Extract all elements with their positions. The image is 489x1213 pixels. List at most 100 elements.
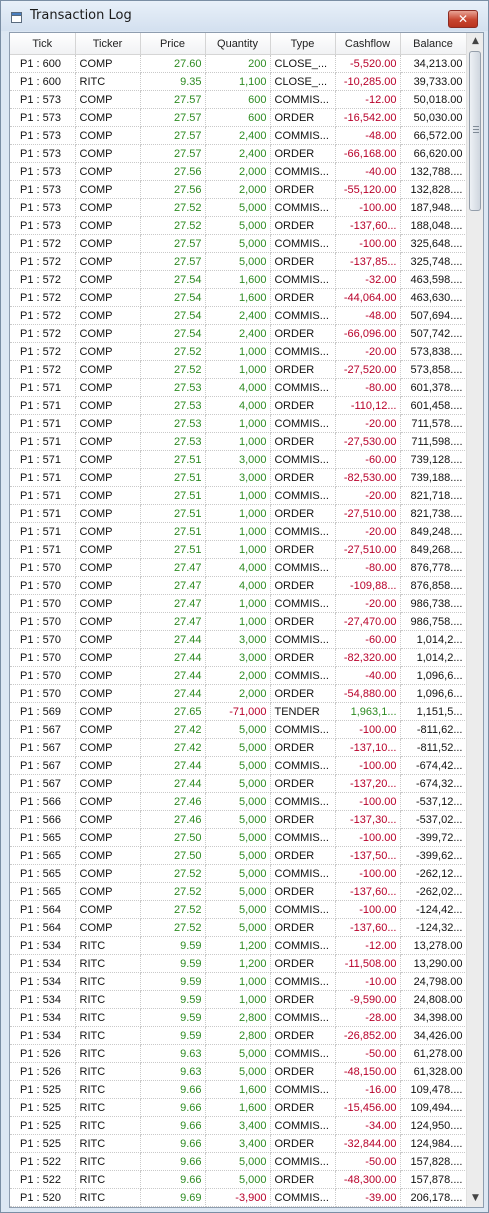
table-row[interactable]: P1 : 520 RITC 9.69 -3,900 COMMIS... -39.00 206…	[10, 1188, 467, 1207]
table-row[interactable]: P1 : 572 COMP 27.57 5,000 COMMIS... -100.00 32…	[10, 234, 467, 253]
quantity-cell: 1,000	[205, 540, 271, 559]
table-row[interactable]: P1 : 525 RITC 9.66 3,400 ORDER -32,844.00 124,…	[10, 1134, 467, 1153]
table-row[interactable]: P1 : 534 RITC 9.59 1,200 ORDER -11,508.00 13,2…	[10, 954, 467, 973]
table-row[interactable]: P1 : 572 COMP 27.54 1,600 ORDER -44,064.00 463…	[10, 288, 467, 307]
table-row[interactable]: P1 : 571 COMP 27.51 1,000 ORDER -27,510.00 821…	[10, 504, 467, 523]
column-header-quantity[interactable]: Quantity	[205, 33, 271, 55]
table-row[interactable]: P1 : 571 COMP 27.53 4,000 ORDER -110,12... 601…	[10, 396, 467, 415]
balance-cell: 39,733.00	[400, 72, 467, 91]
table-row[interactable]: P1 : 572 COMP 27.54 2,400 COMMIS... -48.00 507…	[10, 306, 467, 325]
ticker-cell: COMP	[75, 558, 141, 577]
table-row[interactable]: P1 : 573 COMP 27.57 2,400 ORDER -66,168.00 66,…	[10, 144, 467, 163]
cashflow-cell: -137,10...	[335, 738, 401, 757]
table-row[interactable]: P1 : 573 COMP 27.57 600 ORDER -16,542.00 50,03…	[10, 108, 467, 127]
table-row[interactable]: P1 : 525 RITC 9.66 1,600 ORDER -15,456.00 109,…	[10, 1098, 467, 1117]
table-row[interactable]: P1 : 570 COMP 27.44 3,000 COMMIS... -60.00 1,0…	[10, 630, 467, 649]
column-header-type[interactable]: Type	[270, 33, 336, 55]
cashflow-cell: -110,12...	[335, 396, 401, 415]
header-row: Tick Ticker Price Quantity Type Cashflow…	[10, 33, 467, 55]
column-header-price[interactable]: Price	[140, 33, 206, 55]
balance-cell: 34,398.00	[400, 1008, 467, 1027]
table-row[interactable]: P1 : 571 COMP 27.51 1,000 ORDER -27,510.00 849…	[10, 540, 467, 559]
column-header-cashflow[interactable]: Cashflow	[335, 33, 401, 55]
table-row[interactable]: P1 : 564 COMP 27.52 5,000 COMMIS... -100.00 -1…	[10, 900, 467, 919]
table-row[interactable]: P1 : 567 COMP 27.44 5,000 COMMIS... -100.00 -6…	[10, 756, 467, 775]
table-row[interactable]: P1 : 534 RITC 9.59 1,000 ORDER -9,590.00 24,80…	[10, 990, 467, 1009]
table-row[interactable]: P1 : 571 COMP 27.51 1,000 COMMIS... -20.00 849…	[10, 522, 467, 541]
table-row[interactable]: P1 : 571 COMP 27.51 1,000 COMMIS... -20.00 821…	[10, 486, 467, 505]
table-row[interactable]: P1 : 526 RITC 9.63 5,000 COMMIS... -50.00 61,2…	[10, 1044, 467, 1063]
table-row[interactable]: P1 : 534 RITC 9.59 1,200 COMMIS... -12.00 13,2…	[10, 936, 467, 955]
type-cell: COMMIS...	[270, 1044, 336, 1063]
table-row[interactable]: P1 : 526 RITC 9.63 5,000 ORDER -48,150.00 61,3…	[10, 1062, 467, 1081]
column-header-balance[interactable]: Balance	[400, 33, 467, 55]
table-row[interactable]: P1 : 573 COMP 27.56 2,000 COMMIS... -40.00 132…	[10, 162, 467, 181]
table-row[interactable]: P1 : 571 COMP 27.51 3,000 COMMIS... -60.00 739…	[10, 450, 467, 469]
table-row[interactable]: P1 : 522 RITC 9.66 5,000 COMMIS... -50.00 157,…	[10, 1152, 467, 1171]
price-cell: 9.63	[140, 1044, 206, 1063]
tick-cell: P1 : 573	[10, 198, 76, 217]
ticker-cell: COMP	[75, 810, 141, 829]
table-row[interactable]: P1 : 565 COMP 27.52 5,000 COMMIS... -100.00 -2…	[10, 864, 467, 883]
table-row[interactable]: P1 : 600 COMP 27.60 200 CLOSE_... -5,520.00 34…	[10, 54, 467, 73]
scroll-down-arrow-icon[interactable]: ▼	[472, 1193, 479, 1203]
table-row[interactable]: P1 : 570 COMP 27.44 3,000 ORDER -82,320.00 1,0…	[10, 648, 467, 667]
table-row[interactable]: P1 : 525 RITC 9.66 3,400 COMMIS... -34.00 124,…	[10, 1116, 467, 1135]
column-header-ticker[interactable]: Ticker	[75, 33, 141, 55]
table-row[interactable]: P1 : 570 COMP 27.44 2,000 ORDER -54,880.00 1,0…	[10, 684, 467, 703]
table-row[interactable]: P1 : 567 COMP 27.44 5,000 ORDER -137,20... -67…	[10, 774, 467, 793]
table-row[interactable]: P1 : 565 COMP 27.50 5,000 COMMIS... -100.00 -3…	[10, 828, 467, 847]
table-row[interactable]: P1 : 571 COMP 27.51 3,000 ORDER -82,530.00 739…	[10, 468, 467, 487]
scroll-up-arrow-icon[interactable]: ▲	[472, 36, 479, 46]
type-cell: ORDER	[270, 252, 336, 271]
close-button[interactable]: ✕	[448, 10, 478, 28]
table-row[interactable]: P1 : 570 COMP 27.47 4,000 COMMIS... -80.00 876…	[10, 558, 467, 577]
table-row[interactable]: P1 : 566 COMP 27.46 5,000 ORDER -137,30... -53…	[10, 810, 467, 829]
price-cell: 27.53	[140, 414, 206, 433]
table-row[interactable]: P1 : 573 COMP 27.52 5,000 ORDER -137,60... 188…	[10, 216, 467, 235]
table-row[interactable]: P1 : 570 COMP 27.47 4,000 ORDER -109,88... 876…	[10, 576, 467, 595]
table-row[interactable]: P1 : 567 COMP 27.42 5,000 COMMIS... -100.00 -8…	[10, 720, 467, 739]
table-row[interactable]: P1 : 569 COMP 27.65 -71,000 TENDER 1,963,1...…	[10, 702, 467, 721]
table-row[interactable]: P1 : 534 RITC 9.59 1,000 COMMIS... -10.00 24,7…	[10, 972, 467, 991]
tick-cell: P1 : 573	[10, 162, 76, 181]
table-row[interactable]: P1 : 570 COMP 27.47 1,000 COMMIS... -20.00 986…	[10, 594, 467, 613]
table-row[interactable]: P1 : 525 RITC 9.66 1,600 COMMIS... -16.00 109,…	[10, 1080, 467, 1099]
table-row[interactable]: P1 : 570 COMP 27.47 1,000 ORDER -27,470.00 986…	[10, 612, 467, 631]
balance-cell: 206,178....	[400, 1188, 467, 1207]
table-row[interactable]: P1 : 566 COMP 27.46 5,000 COMMIS... -100.00 -5…	[10, 792, 467, 811]
cashflow-cell: -137,60...	[335, 918, 401, 937]
table-row[interactable]: P1 : 571 COMP 27.53 1,000 ORDER -27,530.00 711…	[10, 432, 467, 451]
balance-cell: 1,014,2...	[400, 648, 467, 667]
type-cell: COMMIS...	[270, 234, 336, 253]
ticker-cell: COMP	[75, 360, 141, 379]
column-header-tick[interactable]: Tick	[10, 33, 76, 55]
ticker-cell: COMP	[75, 522, 141, 541]
table-row[interactable]: P1 : 565 COMP 27.50 5,000 ORDER -137,50... -39…	[10, 846, 467, 865]
table-row[interactable]: P1 : 534 RITC 9.59 2,800 COMMIS... -28.00 34,3…	[10, 1008, 467, 1027]
table-row[interactable]: P1 : 567 COMP 27.42 5,000 ORDER -137,10... -81…	[10, 738, 467, 757]
table-row[interactable]: P1 : 573 COMP 27.56 2,000 ORDER -55,120.00 132…	[10, 180, 467, 199]
table-row[interactable]: P1 : 573 COMP 27.57 600 COMMIS... -12.00 50,01…	[10, 90, 467, 109]
table-row[interactable]: P1 : 572 COMP 27.52 1,000 COMMIS... -20.00 573…	[10, 342, 467, 361]
table-row[interactable]: P1 : 572 COMP 27.57 5,000 ORDER -137,85... 325…	[10, 252, 467, 271]
table-row[interactable]: P1 : 564 COMP 27.52 5,000 ORDER -137,60... -12…	[10, 918, 467, 937]
table-row[interactable]: P1 : 573 COMP 27.57 2,400 COMMIS... -48.00 66,…	[10, 126, 467, 145]
table-row[interactable]: P1 : 571 COMP 27.53 1,000 COMMIS... -20.00 711…	[10, 414, 467, 433]
table-row[interactable]: P1 : 522 RITC 9.66 5,000 ORDER -48,300.00 157,…	[10, 1170, 467, 1189]
table-row[interactable]: P1 : 572 COMP 27.52 1,000 ORDER -27,520.00 573…	[10, 360, 467, 379]
table-row[interactable]: P1 : 570 COMP 27.44 2,000 COMMIS... -40.00 1,0…	[10, 666, 467, 685]
ticker-cell: RITC	[75, 936, 141, 955]
vertical-scrollbar[interactable]: ▲ ▼	[466, 33, 483, 1207]
scrollbar-thumb[interactable]	[469, 51, 481, 211]
cashflow-cell: -82,320.00	[335, 648, 401, 667]
title-bar[interactable]: Transaction Log ✕	[1, 1, 488, 31]
ticker-cell: RITC	[75, 1008, 141, 1027]
table-row[interactable]: P1 : 572 COMP 27.54 2,400 ORDER -66,096.00 507…	[10, 324, 467, 343]
table-row[interactable]: P1 : 565 COMP 27.52 5,000 ORDER -137,60... -26…	[10, 882, 467, 901]
table-row[interactable]: P1 : 600 RITC 9.35 1,100 CLOSE_... -10,285.00…	[10, 72, 467, 91]
table-row[interactable]: P1 : 534 RITC 9.59 2,800 ORDER -26,852.00 34,4…	[10, 1026, 467, 1045]
table-row[interactable]: P1 : 571 COMP 27.53 4,000 COMMIS... -80.00 601…	[10, 378, 467, 397]
table-row[interactable]: P1 : 573 COMP 27.52 5,000 COMMIS... -100.00 18…	[10, 198, 467, 217]
table-row[interactable]: P1 : 572 COMP 27.54 1,600 COMMIS... -32.00 463…	[10, 270, 467, 289]
